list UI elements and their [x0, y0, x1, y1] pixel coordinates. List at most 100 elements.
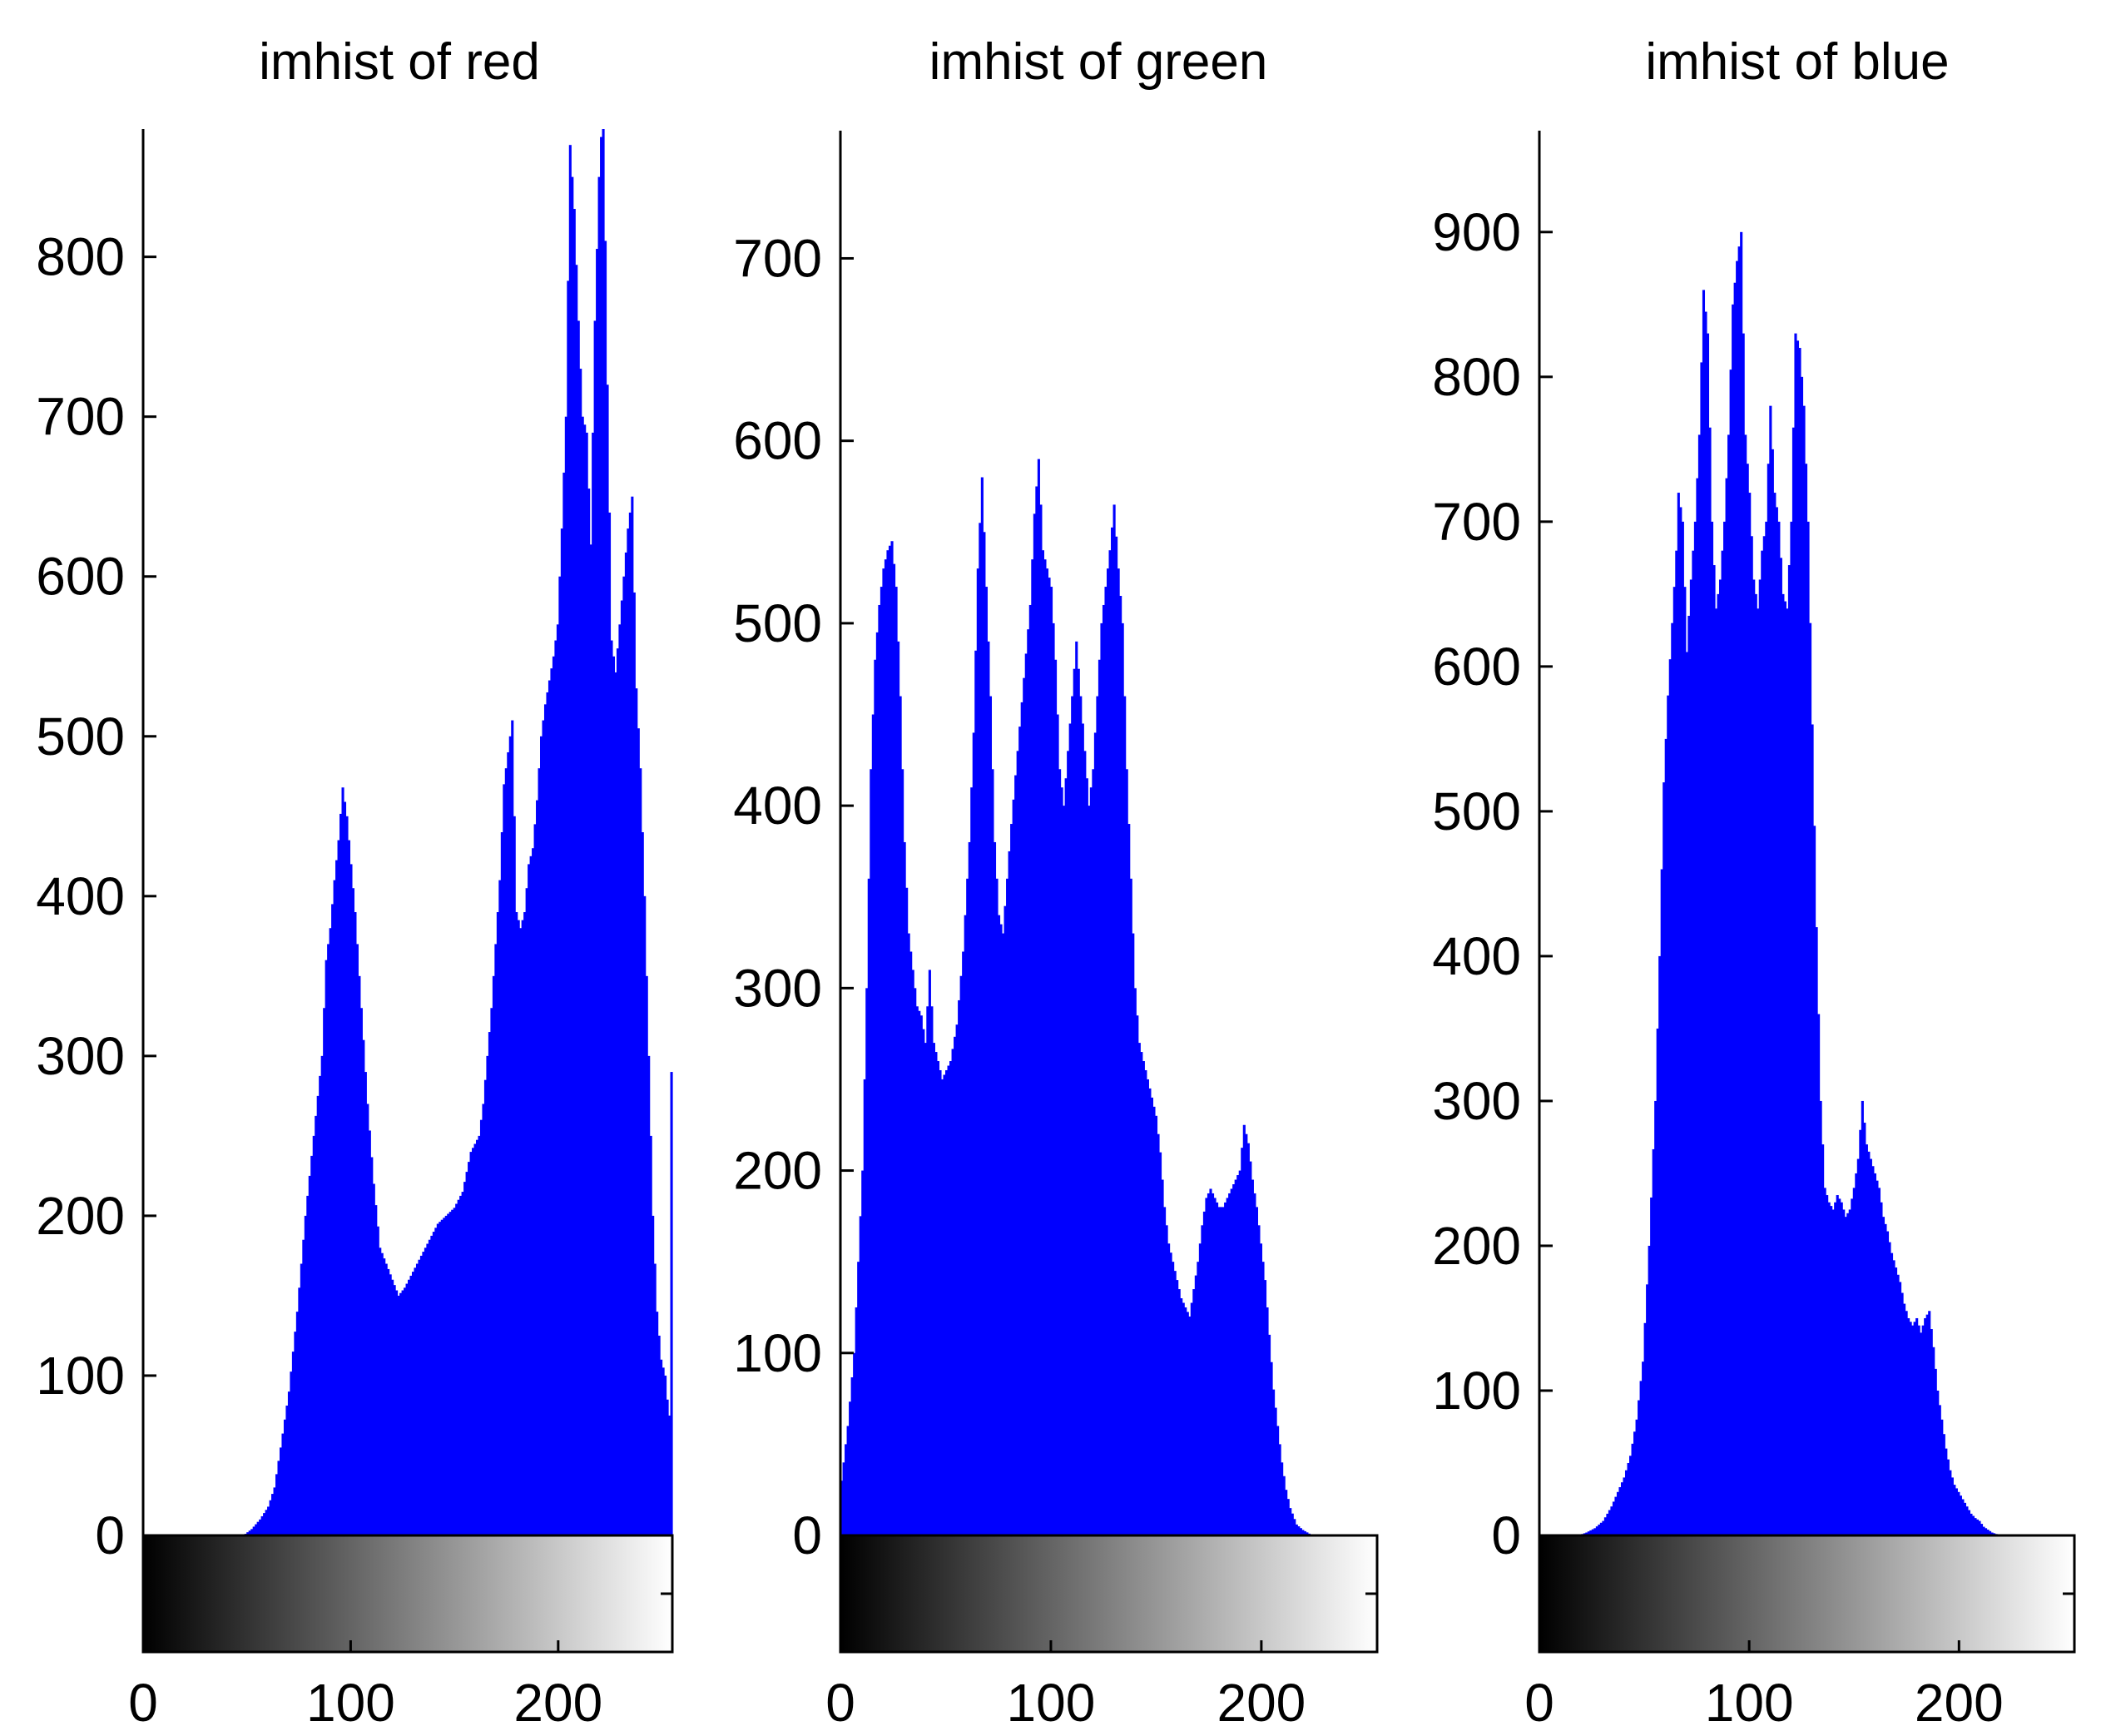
- histogram-bar: [1096, 696, 1099, 1535]
- histogram-bar: [351, 888, 354, 1535]
- histogram-bar: [1008, 851, 1011, 1535]
- histogram-bar: [1186, 1312, 1189, 1535]
- histogram-bar: [1194, 1275, 1197, 1535]
- histogram-bar: [1687, 615, 1691, 1535]
- histogram-bar: [1848, 1209, 1851, 1535]
- histogram-bar: [1717, 593, 1720, 1535]
- histogram-bar: [1259, 1243, 1263, 1535]
- histogram-bar: [1119, 596, 1122, 1535]
- histogram-bar: [645, 975, 648, 1535]
- histogram-bar: [880, 587, 883, 1535]
- histogram-bar: [593, 320, 597, 1536]
- histogram-bar: [1610, 1506, 1613, 1535]
- histogram-bar: [1950, 1477, 1954, 1535]
- histogram-bar: [496, 912, 499, 1535]
- histogram-bar: [1957, 1491, 1960, 1535]
- y-tick-label: 100: [36, 1346, 125, 1406]
- histogram-bar: [1092, 769, 1095, 1535]
- histogram-bar: [447, 1213, 450, 1535]
- histogram-bar: [859, 1216, 862, 1535]
- histogram-bar: [327, 944, 330, 1535]
- histogram-bar: [1278, 1444, 1281, 1535]
- histogram-bar: [1142, 1061, 1145, 1535]
- histogram-bar: [479, 1119, 483, 1535]
- histogram-bar: [1222, 1207, 1225, 1535]
- histogram-bar: [1658, 955, 1662, 1535]
- y-tick-label: 0: [792, 1505, 822, 1565]
- histogram-bar: [275, 1474, 279, 1535]
- histogram-bar: [1286, 1499, 1290, 1535]
- histogram-bar: [1593, 1528, 1597, 1535]
- histogram-bar: [362, 1039, 365, 1535]
- y-tick-label: 700: [733, 228, 822, 288]
- histogram-bar: [1010, 824, 1013, 1535]
- histogram-bar: [443, 1218, 446, 1535]
- histogram-bar: [853, 1352, 856, 1535]
- histogram-bar: [389, 1274, 392, 1535]
- histogram-bar: [1285, 1490, 1288, 1535]
- histogram-bar: [409, 1275, 413, 1535]
- histogram-bar: [515, 912, 518, 1535]
- histogram-bar: [451, 1209, 454, 1535]
- histogram-bar: [589, 544, 592, 1535]
- histogram-bar: [1045, 568, 1049, 1535]
- histogram-bar: [1809, 622, 1812, 1536]
- histogram-bar: [1894, 1267, 1898, 1535]
- histogram-bar: [1917, 1325, 1920, 1535]
- histogram-bar: [1861, 1100, 1864, 1535]
- histogram-bar: [1257, 1225, 1261, 1535]
- histogram-bar: [380, 1252, 384, 1535]
- histogram-bar: [1077, 668, 1080, 1536]
- histogram-bar: [1685, 652, 1688, 1535]
- histogram-panel: imhist of blue 0 100 200 300 400 500 600 700 800 9…: [1432, 33, 2076, 1733]
- histogram-bar: [1115, 536, 1118, 1535]
- histogram-bar: [1217, 1207, 1221, 1535]
- y-tick-label: 100: [1432, 1361, 1521, 1421]
- histogram-bar: [894, 587, 898, 1535]
- histogram-bar: [401, 1290, 404, 1535]
- histogram-bar: [1963, 1502, 1966, 1535]
- histogram-bar: [517, 920, 520, 1536]
- histogram-bar: [1842, 1209, 1846, 1535]
- histogram-bar: [488, 1032, 491, 1535]
- histogram-bar: [543, 704, 548, 1535]
- histogram-bar: [1281, 1462, 1284, 1535]
- y-tick-label: 300: [1432, 1071, 1521, 1131]
- histogram-bar: [1003, 905, 1007, 1535]
- x-tick-label: 100: [1007, 1673, 1096, 1733]
- histogram-bar: [1238, 1170, 1241, 1535]
- histogram-bar: [581, 416, 584, 1536]
- histogram-bar: [255, 1524, 258, 1535]
- histogram-bar: [1060, 787, 1063, 1535]
- histogram-bar: [850, 1377, 854, 1535]
- histogram-bar: [486, 1055, 489, 1535]
- y-tick-label: 900: [1432, 202, 1521, 262]
- histogram-bar: [954, 1036, 957, 1535]
- histogram-bar: [408, 1279, 411, 1535]
- histogram-bar: [939, 1069, 942, 1535]
- histogram-bar: [333, 880, 336, 1535]
- histogram-bar: [911, 970, 914, 1535]
- histogram-bar: [583, 424, 587, 1535]
- histogram-bar: [1234, 1179, 1237, 1535]
- histogram-bar: [1899, 1282, 1902, 1535]
- histogram-bar: [308, 1175, 311, 1535]
- histogram-bar: [1710, 521, 1714, 1535]
- histogram-bar: [1289, 1508, 1292, 1535]
- histogram-bar: [1121, 622, 1124, 1535]
- histogram-bar: [1970, 1513, 1973, 1535]
- histogram-bar: [1165, 1225, 1168, 1535]
- histogram-bar: [903, 841, 906, 1535]
- histogram-bar: [1877, 1188, 1881, 1535]
- histogram-bar: [259, 1519, 262, 1535]
- histogram-bar: [1098, 659, 1102, 1535]
- histogram-bar: [1023, 677, 1026, 1536]
- histogram-bar: [1591, 1529, 1594, 1535]
- histogram-bar: [368, 1130, 371, 1535]
- histogram-bar: [1859, 1129, 1862, 1535]
- histogram-bar: [846, 1426, 850, 1535]
- histogram-bar: [316, 1095, 320, 1536]
- histogram-bar: [1794, 333, 1797, 1535]
- histogram-bar: [1201, 1225, 1204, 1535]
- histogram-bar: [432, 1232, 435, 1535]
